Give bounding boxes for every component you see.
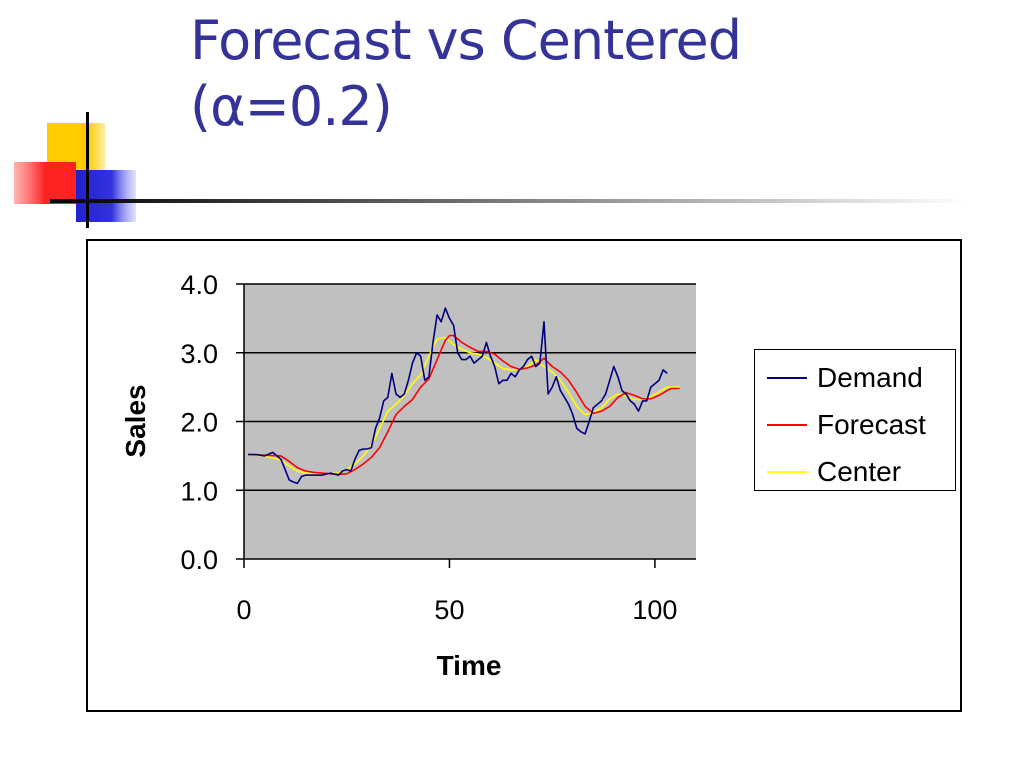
gridlines bbox=[244, 283, 696, 491]
series-lines bbox=[248, 307, 680, 485]
decoration-vertical-line bbox=[86, 112, 89, 228]
x-tick-label-1: 50 bbox=[434, 595, 464, 625]
slide-title: Forecast vs Centered (α=0.2) bbox=[190, 8, 742, 140]
y-tick-label-4: 4.0 bbox=[180, 270, 218, 300]
y-tick-label-1: 1.0 bbox=[180, 476, 218, 506]
y-axis-title: Sales bbox=[120, 384, 151, 457]
x-tick-label-0: 0 bbox=[236, 595, 251, 625]
legend-label-center: Center bbox=[817, 456, 902, 487]
x-tick-label-2: 100 bbox=[632, 595, 677, 625]
legend-item-center: Center bbox=[767, 452, 901, 492]
legend-label-demand: Demand bbox=[817, 362, 923, 393]
slide-decoration bbox=[14, 112, 970, 228]
chart-legend: Demand Forecast Center bbox=[754, 349, 956, 491]
y-tick-label-2: 2.0 bbox=[180, 408, 218, 438]
axes: 0.0 1.0 2.0 3.0 4.0 0 50 100 bbox=[180, 270, 696, 625]
red-square bbox=[14, 162, 76, 204]
title-rule bbox=[50, 199, 970, 203]
legend-label-forecast: Forecast bbox=[817, 409, 926, 440]
legend-swatch-forecast bbox=[767, 424, 807, 426]
x-axis-title: Time bbox=[437, 650, 502, 681]
legend-item-forecast: Forecast bbox=[767, 405, 926, 445]
y-tick-label-0: 0.0 bbox=[180, 545, 218, 575]
legend-swatch-demand bbox=[767, 377, 807, 379]
legend-swatch-center bbox=[767, 471, 807, 473]
legend-item-demand: Demand bbox=[767, 358, 923, 398]
y-tick-label-3: 3.0 bbox=[180, 339, 218, 369]
slide-title-line-1: Forecast vs Centered bbox=[190, 9, 742, 72]
series-line-demand bbox=[248, 307, 668, 485]
slide-title-line-2: (α=0.2) bbox=[190, 75, 393, 138]
